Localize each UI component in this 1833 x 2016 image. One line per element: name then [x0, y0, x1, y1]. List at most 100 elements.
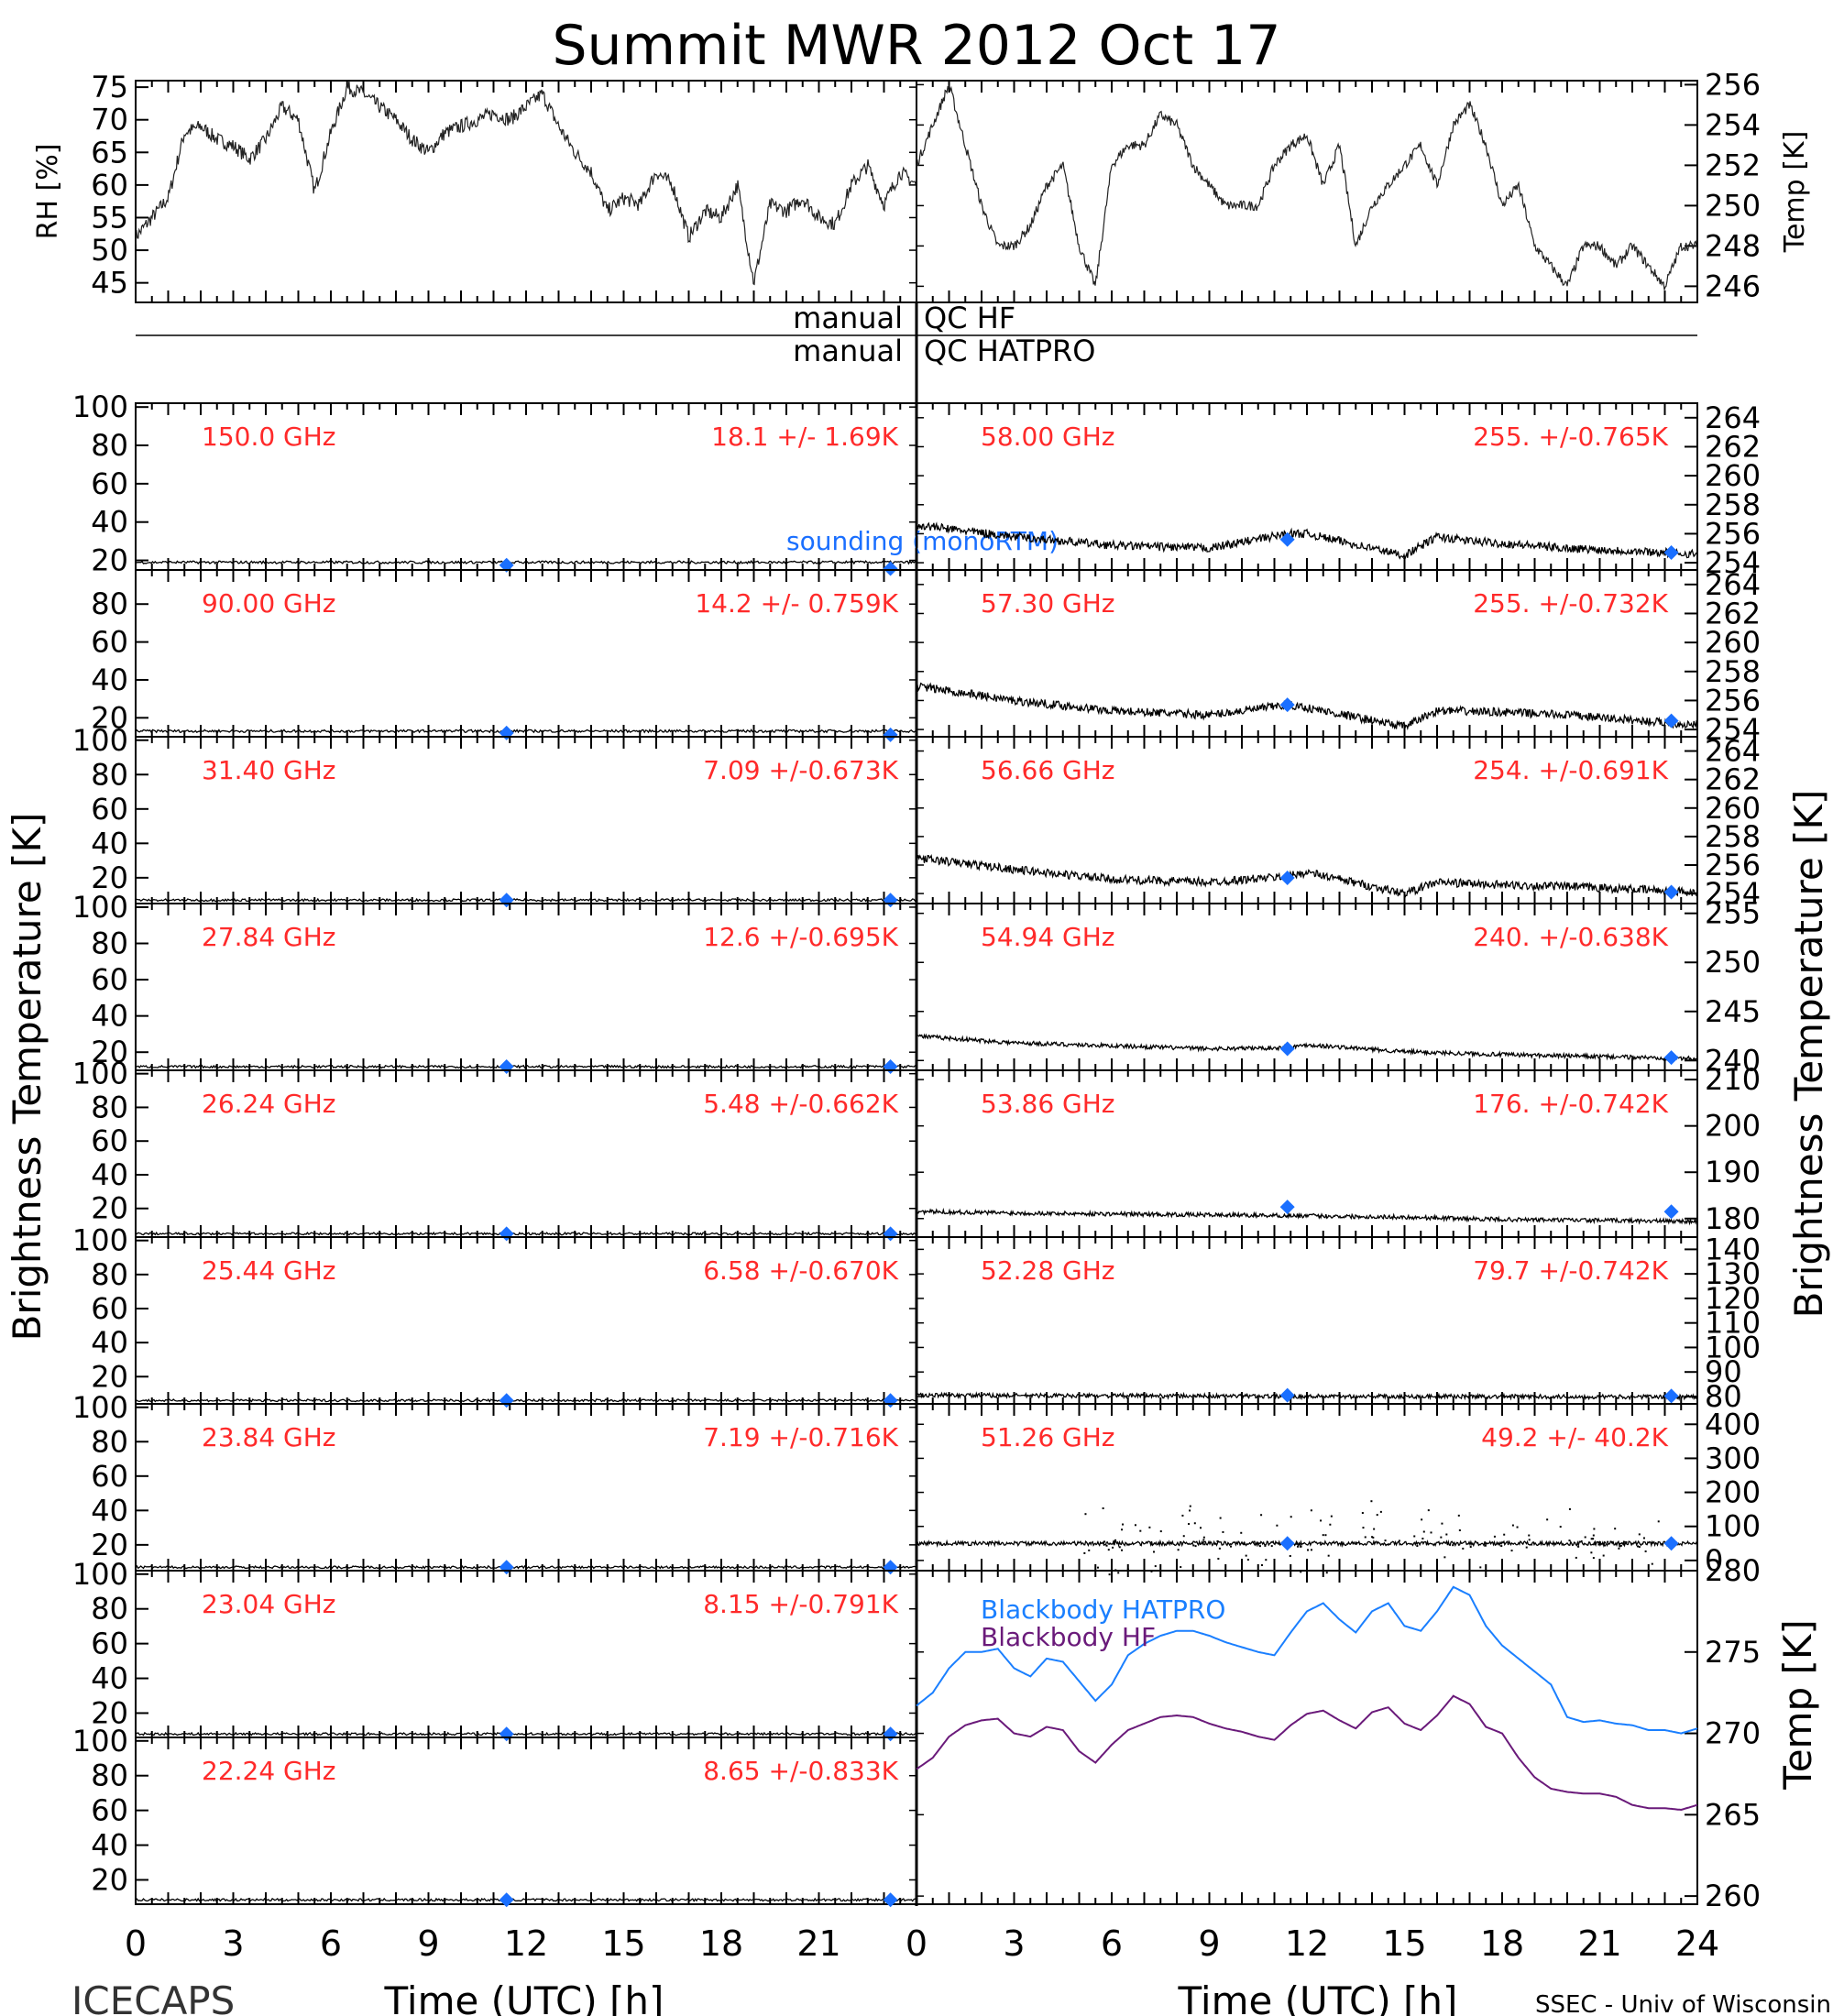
right-channel-6-outlier — [1379, 1510, 1382, 1513]
right-channel-6-outlier — [1376, 1514, 1378, 1517]
right-channel-6-outlier — [1516, 1526, 1519, 1528]
right-channel-4-stat: 176. +/-0.742K — [1473, 1089, 1668, 1119]
right-channel-6-outlier — [1622, 1543, 1625, 1546]
figure-title: Summit MWR 2012 Oct 17 — [552, 14, 1280, 78]
right-channel-1-stat: 255. +/-0.732K — [1473, 588, 1668, 619]
right-channel-6-outlier — [1452, 1544, 1454, 1547]
right-channel-6-outlier — [1276, 1524, 1279, 1527]
left-channel-4-ytick-label: 20 — [91, 1191, 128, 1226]
right-channel-6-outlier — [1102, 1507, 1104, 1509]
right-channel-6-outlier — [1398, 1539, 1400, 1542]
temp-trace — [916, 84, 1698, 290]
left-xtick-label: 3 — [222, 1923, 244, 1964]
left-channel-8-ytick-label: 20 — [91, 1862, 128, 1897]
left-channel-4-sounding-marker — [883, 1226, 898, 1242]
rh-panel-ytick-label: 75 — [91, 70, 128, 104]
right-channel-6-outlier — [1203, 1543, 1206, 1546]
right-xtick-label: 9 — [1198, 1923, 1220, 1964]
right-channel-6-outlier — [1229, 1545, 1232, 1548]
left-channel-2-sounding-marker — [883, 893, 898, 908]
right-channel-6-outlier — [1182, 1535, 1185, 1538]
right-channel-1-sounding-marker — [1279, 697, 1295, 713]
right-channel-6-sounding-marker — [1279, 1536, 1295, 1551]
right-channel-6-outlier — [1638, 1546, 1641, 1549]
temp-panel-ytick-label: 250 — [1705, 188, 1761, 223]
left-channel-3-ytick-label: 40 — [91, 999, 128, 1034]
blackbody-panel-ytick-label: 275 — [1705, 1635, 1761, 1670]
left-channel-5-sounding-marker — [499, 1393, 514, 1408]
left-channel-4-freq: 26.24 GHz — [202, 1089, 336, 1119]
right-channel-6-outlier — [1457, 1514, 1460, 1517]
right-channel-5-ytick-label: 140 — [1705, 1232, 1761, 1266]
right-channel-3-ytick-label: 250 — [1705, 945, 1761, 980]
temp-panel-ytick-label: 246 — [1705, 268, 1761, 303]
left-channel-5-freq: 25.44 GHz — [202, 1255, 336, 1286]
blackbody-panel-ytick-label: 270 — [1705, 1716, 1761, 1751]
right-channel-2-freq: 56.66 GHz — [981, 755, 1115, 785]
right-channel-6-outlier — [1623, 1540, 1626, 1543]
left-channel-7-ytick-label: 60 — [91, 1627, 128, 1661]
right-channel-0-ytick-label: 256 — [1705, 516, 1761, 551]
right-channel-3-ytick-label: 255 — [1705, 896, 1761, 931]
right-channel-3-freq: 54.94 GHz — [981, 922, 1115, 952]
right-channel-6-outlier — [1189, 1509, 1191, 1512]
rh-panel-ytick-label: 45 — [91, 266, 128, 301]
right-channel-6-outlier — [1493, 1535, 1496, 1538]
right-channel-6-outlier — [1657, 1520, 1660, 1523]
right-channel-2-ytick-label: 264 — [1705, 734, 1761, 769]
left-channel-4-trace — [135, 1231, 917, 1236]
left-channel-0-freq: 150.0 GHz — [202, 422, 336, 452]
right-channel-6-outlier — [1638, 1533, 1641, 1536]
right-channel-0-sounding-marker — [1663, 545, 1679, 561]
right-channel-6-outlier — [1651, 1562, 1653, 1565]
left-xtick-label: 18 — [699, 1923, 743, 1964]
left-channel-6-sounding-marker — [883, 1560, 898, 1575]
left-channel-0-ytick-label: 60 — [91, 466, 128, 501]
right-channel-6-outlier — [1240, 1531, 1243, 1534]
right-channel-6-outlier — [1290, 1516, 1292, 1518]
right-channel-6-ytick-label: 400 — [1705, 1407, 1761, 1441]
left-xtick-label: 6 — [320, 1923, 342, 1964]
right-channel-6-outlier — [1584, 1536, 1586, 1539]
right-channel-6-outlier — [1610, 1540, 1613, 1543]
right-channel-6-outlier — [1265, 1559, 1268, 1561]
right-channel-2-ytick-label: 254 — [1705, 876, 1761, 911]
left-channel-7-ytick-label: 100 — [72, 1557, 128, 1592]
right-channel-2-stat: 254. +/-0.691K — [1473, 755, 1668, 785]
left-channel-3-freq: 27.84 GHz — [202, 922, 336, 952]
right-channel-4-freq: 53.86 GHz — [981, 1089, 1115, 1119]
left-channel-8-sounding-marker — [499, 1892, 514, 1908]
right-channel-1-freq: 57.30 GHz — [981, 588, 1115, 619]
left-xtick-label: 15 — [601, 1923, 645, 1964]
temp-panel-ytick-label: 252 — [1705, 148, 1761, 182]
left-channel-6-ytick-label: 40 — [91, 1493, 128, 1528]
left-channel-6-ytick-label: 60 — [91, 1459, 128, 1494]
left-channel-0-ytick-label: 80 — [91, 428, 128, 463]
right-channel-0-sounding-marker — [1279, 531, 1295, 547]
left-channel-1-ytick-label: 40 — [91, 663, 128, 697]
right-xtick-label: 3 — [1003, 1923, 1025, 1964]
right-channel-6-outlier — [1580, 1539, 1583, 1542]
rh-trace — [135, 81, 917, 286]
blackbody-legend-1: Blackbody HF — [981, 1622, 1156, 1652]
left-channel-6-sounding-marker — [499, 1560, 514, 1575]
right-channel-5-ytick-label: 90 — [1705, 1354, 1742, 1389]
right-channel-6-outlier — [1644, 1550, 1647, 1552]
right-channel-6-outlier — [1528, 1534, 1531, 1537]
right-channel-6-outlier — [1189, 1505, 1191, 1507]
right-channel-6-outlier — [1625, 1541, 1628, 1544]
left-channel-4-ytick-label: 60 — [91, 1123, 128, 1158]
right-channel-6-outlier — [1258, 1545, 1261, 1548]
right-channel-6-outlier — [1193, 1522, 1196, 1525]
right-channel-6-trace — [916, 1539, 1698, 1549]
right-channel-6-outlier — [1105, 1544, 1108, 1547]
right-channel-6-outlier — [1637, 1545, 1640, 1548]
right-channel-6-outlier — [1592, 1534, 1595, 1537]
right-channel-6-outlier — [1618, 1547, 1620, 1550]
right-channel-6-outlier — [1245, 1554, 1247, 1557]
left-channel-5-ytick-label: 60 — [91, 1291, 128, 1326]
left-channel-1-ytick-label: 60 — [91, 625, 128, 660]
right-channel-6-ytick-label: 200 — [1705, 1475, 1761, 1510]
left-channel-7-ytick-label: 40 — [91, 1661, 128, 1696]
left-channel-5-stat: 6.58 +/-0.670K — [703, 1255, 898, 1286]
